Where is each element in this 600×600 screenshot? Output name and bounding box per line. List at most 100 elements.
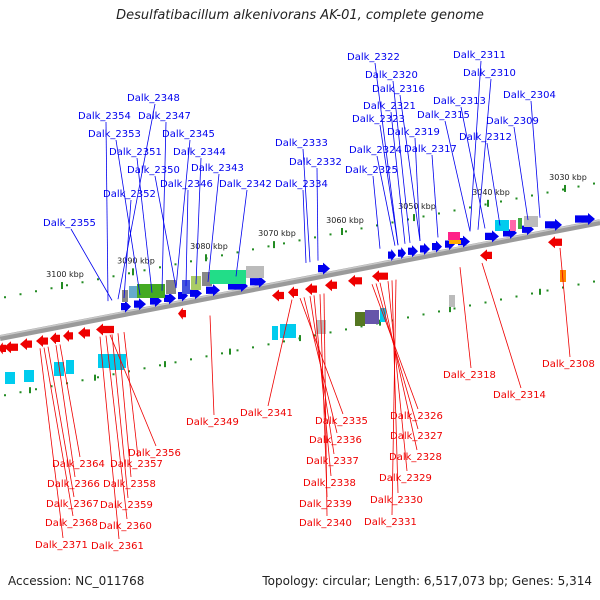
gene-label-forward: Dalk_2313 (433, 96, 486, 107)
gene-leader-line (319, 294, 328, 498)
major-tick (61, 282, 63, 290)
gene-leader-line (105, 121, 109, 302)
gene-leader-line (105, 335, 128, 520)
minor-tick (539, 288, 541, 295)
gene-leader-line (136, 157, 153, 293)
reverse-gene-arrow (372, 270, 388, 283)
forward-gene-arrow (388, 249, 396, 262)
genome-backbone-highlight (0, 219, 600, 337)
scale-label: 3030 kbp (549, 173, 587, 182)
reverse-gene-arrow (272, 289, 284, 302)
forward-gene-arrow (485, 230, 499, 243)
scale-line-upper-dot (143, 269, 146, 272)
gene-label-reverse: Dalk_2368 (45, 518, 98, 529)
gene-leader-line (59, 344, 81, 458)
scale-line-lower-dot (329, 331, 332, 334)
scale-line-upper-dot (159, 266, 161, 269)
scale-line-lower-dot (19, 391, 22, 394)
scale-line-lower-dot (577, 283, 580, 286)
gene-label-forward: Dalk_2342 (219, 179, 272, 190)
gene-label-forward: Dalk_2354 (78, 111, 131, 122)
gene-leader-line (235, 189, 248, 277)
scale-line-lower-dot (453, 307, 456, 310)
scale-line-upper-dot (128, 272, 130, 275)
forward-gene-arrow (150, 295, 162, 308)
gene-leader-line (414, 137, 421, 241)
gene-leader-line (117, 103, 156, 300)
gene-label-reverse: Dalk_2328 (389, 452, 442, 463)
scale-line-lower-dot (531, 292, 533, 295)
gene-leader-line (195, 157, 202, 285)
gene-label-forward: Dalk_2304 (503, 90, 556, 101)
gene-label-forward: Dalk_2346 (160, 179, 213, 190)
gene-label-reverse: Dalk_2314 (493, 390, 546, 401)
gene-leader-line (431, 154, 439, 238)
gene-label-reverse: Dalk_2349 (186, 417, 239, 428)
gene-leader-line (379, 124, 399, 246)
scale-line-upper-dot (112, 275, 115, 278)
gene-leader-line (375, 283, 419, 430)
gene-label-reverse: Dalk_2359 (100, 500, 153, 511)
gene-domain-box (355, 312, 365, 326)
scale-line-lower-dot (438, 310, 440, 313)
scale-line-lower-dot (345, 328, 347, 331)
major-tick (487, 199, 489, 207)
reverse-gene-arrow (305, 283, 317, 296)
scale-line-upper-dot (360, 227, 363, 230)
gene-label-forward: Dalk_2320 (365, 70, 418, 81)
gene-label-reverse: Dalk_2356 (128, 448, 181, 459)
gene-leader-line (115, 139, 141, 296)
forward-gene-arrow (318, 262, 330, 275)
gene-leader-line (55, 345, 76, 478)
scale-line-lower-dot (546, 289, 549, 292)
gene-domain-box (54, 362, 64, 376)
gene-label-reverse: Dalk_2339 (299, 499, 352, 510)
gene-label-reverse: Dalk_2366 (47, 479, 100, 490)
gene-label-reverse: Dalk_2340 (299, 518, 352, 529)
scale-line-upper-dot (500, 200, 502, 203)
scale-line-upper-dot (35, 290, 37, 293)
gene-domain-box (137, 284, 165, 298)
minor-tick (379, 319, 381, 326)
gene-domain-box (129, 286, 137, 298)
scale-line-lower-dot (97, 376, 99, 379)
gene-label-forward: Dalk_2334 (275, 179, 328, 190)
scale-line-upper-dot (422, 215, 425, 218)
gene-label-forward: Dalk_2353 (88, 129, 141, 140)
gene-label-reverse: Dalk_2338 (303, 478, 356, 489)
scale-label: 3100 kbp (46, 270, 84, 279)
gene-label-forward: Dalk_2332 (289, 157, 342, 168)
gene-label-reverse: Dalk_2357 (110, 459, 163, 470)
gene-leader-line (123, 332, 139, 458)
minor-tick (229, 348, 231, 355)
gene-leader-line (70, 228, 113, 301)
scale-line-upper-dot (66, 284, 68, 287)
reverse-gene-arrow (548, 236, 562, 249)
scale-line-upper-dot (376, 224, 378, 227)
gene-label-forward: Dalk_2309 (486, 116, 539, 127)
forward-gene-arrow (250, 275, 266, 288)
scale-line-lower-dot (128, 370, 130, 373)
gene-label-forward: Dalk_2310 (463, 68, 516, 79)
gene-leader-line (372, 175, 381, 249)
gene-label-forward: Dalk_2317 (404, 144, 457, 155)
reverse-gene-arrow (63, 329, 73, 342)
gene-leader-line (486, 142, 501, 226)
gene-label-reverse: Dalk_2358 (103, 479, 156, 490)
gene-label-forward: Dalk_2316 (372, 84, 425, 95)
scale-line-upper-dot (190, 260, 192, 263)
gene-leader-line (391, 279, 397, 516)
scale-line-lower-dot (252, 346, 254, 349)
scale-line-upper-dot (50, 287, 53, 290)
gene-leader-line (399, 94, 421, 241)
minor-tick (299, 335, 301, 342)
reverse-gene-arrow (288, 286, 298, 299)
scale-line-lower-dot (267, 343, 270, 346)
genome-backbone (0, 219, 600, 341)
reverse-gene-arrow (4, 341, 18, 354)
scale-line-upper-dot (4, 296, 6, 299)
gene-leader-line (316, 167, 319, 261)
scale-line-lower-dot (50, 385, 53, 388)
gene-leader-line (392, 80, 411, 243)
